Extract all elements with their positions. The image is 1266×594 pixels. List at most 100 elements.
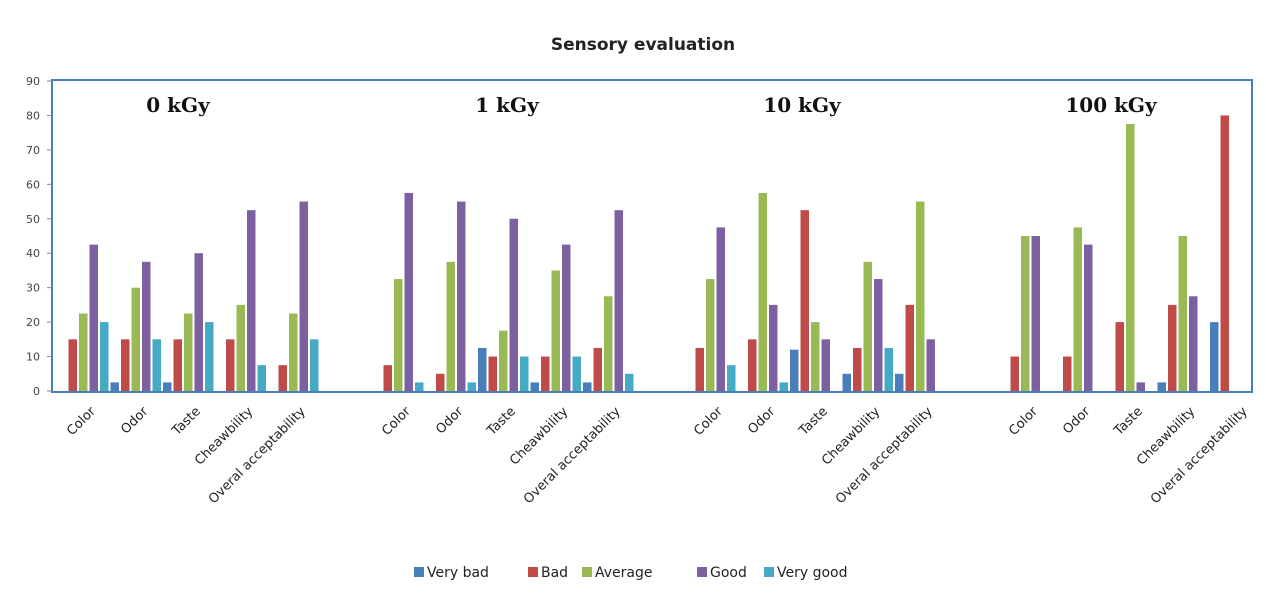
legend-label: Very good <box>777 565 848 581</box>
y-tick-label: 10 <box>26 351 40 364</box>
bar <box>1189 296 1198 391</box>
bar <box>1010 356 1019 391</box>
bar <box>593 347 602 391</box>
bar <box>404 192 413 391</box>
bar <box>478 347 487 391</box>
bar <box>604 296 613 391</box>
bar <box>394 279 403 391</box>
group-label: 0 kGy <box>146 93 211 117</box>
bar <box>853 347 862 391</box>
bar <box>142 261 151 391</box>
bar <box>769 304 778 391</box>
legend: Very bad Bad Average Good Very good <box>414 565 848 581</box>
y-tick-label: 80 <box>26 109 40 122</box>
bar <box>1157 382 1166 391</box>
bar <box>541 356 550 391</box>
bar <box>520 356 529 391</box>
y-axis: 0 10 20 30 40 50 60 70 80 90 <box>26 75 52 398</box>
bar <box>1031 236 1040 391</box>
bar <box>874 279 883 391</box>
y-tick-label: 90 <box>26 75 40 88</box>
y-tick-label: 60 <box>26 178 40 191</box>
bar <box>1210 322 1219 391</box>
bar <box>1136 382 1145 391</box>
bar <box>299 201 308 391</box>
bar <box>1021 236 1030 391</box>
legend-swatch <box>697 567 707 577</box>
bar <box>748 339 757 391</box>
legend-swatch <box>414 567 424 577</box>
bar <box>562 244 571 391</box>
bars <box>68 115 1229 392</box>
bar <box>695 347 704 391</box>
bar <box>163 382 172 391</box>
bar <box>79 313 88 391</box>
bar <box>926 339 935 391</box>
bar <box>68 339 77 391</box>
bar <box>706 279 715 391</box>
bar <box>236 304 245 391</box>
bar <box>583 382 592 391</box>
bar <box>1220 115 1229 391</box>
bar <box>800 210 809 391</box>
y-tick-label: 20 <box>26 316 40 329</box>
y-tick-label: 0 <box>33 385 40 398</box>
bar <box>1126 124 1135 392</box>
bar <box>205 322 214 391</box>
y-tick-label: 70 <box>26 144 40 157</box>
legend-label: Good <box>710 565 747 581</box>
bar <box>184 313 193 391</box>
bar <box>1084 244 1093 391</box>
bar <box>727 365 736 391</box>
bar <box>614 210 623 391</box>
legend-label: Bad <box>541 565 568 581</box>
bar <box>509 218 518 391</box>
bar <box>226 339 235 391</box>
bar <box>1115 322 1124 391</box>
legend-swatch <box>582 567 592 577</box>
legend-label: Average <box>595 565 653 581</box>
group-label: 100 kGy <box>1065 93 1158 117</box>
bar <box>1063 356 1072 391</box>
bar <box>383 365 392 391</box>
bar <box>1073 227 1082 391</box>
bar <box>499 330 508 391</box>
y-tick-label: 50 <box>26 213 40 226</box>
bar <box>790 349 799 391</box>
bar <box>1178 236 1187 391</box>
bar <box>905 304 914 391</box>
plot-area-border <box>51 79 1253 393</box>
bar <box>811 322 820 391</box>
bar <box>310 339 319 391</box>
bar <box>436 373 445 391</box>
group-label: 10 kGy <box>763 93 842 117</box>
bar <box>100 322 109 391</box>
bar <box>842 373 851 391</box>
bar <box>551 270 560 391</box>
legend-label: Very bad <box>427 565 489 581</box>
bar <box>1168 304 1177 391</box>
bar <box>194 253 203 391</box>
bar <box>89 244 98 391</box>
chart-title: Sensory evaluation <box>551 35 735 55</box>
bar <box>572 356 581 391</box>
bar <box>415 382 424 391</box>
bar <box>173 339 182 391</box>
bar <box>152 339 161 391</box>
group-labels: 0 kGy 1 kGy 10 kGy 100 kGy <box>146 93 1158 117</box>
bar <box>247 210 256 391</box>
bar <box>895 373 904 391</box>
bar <box>779 382 788 391</box>
group-label: 1 kGy <box>475 93 540 117</box>
bar <box>488 356 497 391</box>
bar <box>467 382 476 391</box>
bar <box>716 227 725 391</box>
bar <box>289 313 298 391</box>
bar <box>625 373 634 391</box>
bar <box>758 192 767 391</box>
bar <box>916 201 925 391</box>
bar <box>884 347 893 391</box>
y-tick-label: 30 <box>26 282 40 295</box>
bar <box>863 261 872 391</box>
